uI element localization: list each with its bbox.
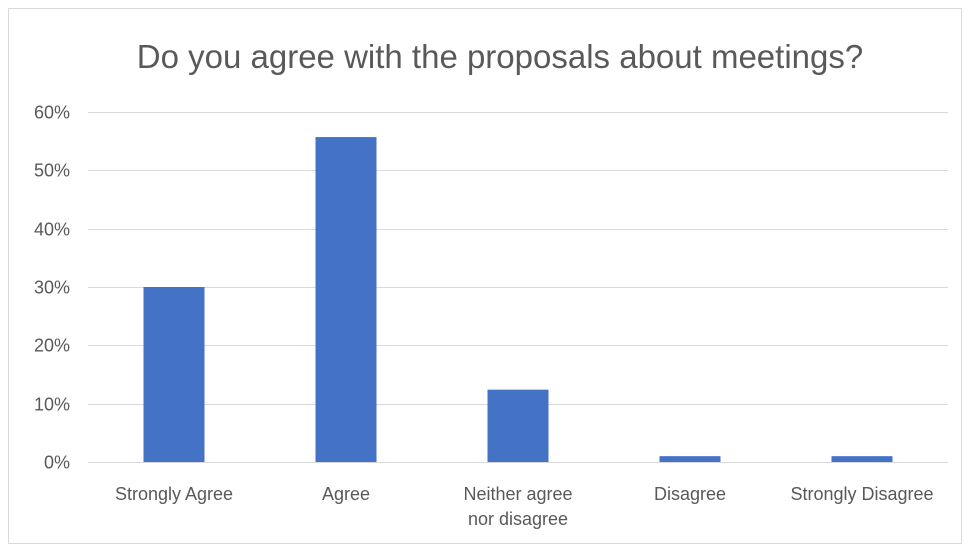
y-tick-label: 50% xyxy=(34,161,70,181)
y-tick-label: 40% xyxy=(34,220,70,240)
y-tick-label: 30% xyxy=(34,278,70,298)
y-tick-label: 10% xyxy=(34,395,70,415)
x-category-label: Disagree xyxy=(654,484,726,504)
chart-title: Do you agree with the proposals about me… xyxy=(137,38,863,75)
y-tick-label: 60% xyxy=(34,103,70,123)
bars xyxy=(143,137,893,463)
bar xyxy=(487,389,549,462)
bar xyxy=(315,137,377,463)
x-category-label: Neither agree xyxy=(463,484,572,504)
x-category-label: Strongly Disagree xyxy=(790,484,933,504)
x-category-label: Strongly Agree xyxy=(115,484,233,504)
bar xyxy=(143,287,205,462)
x-category-label: Agree xyxy=(322,484,370,504)
x-axis-categories: Strongly Agree Agree Neither agree nor disa… xyxy=(115,484,934,529)
bar xyxy=(831,456,893,462)
y-tick-label: 20% xyxy=(34,336,70,356)
y-tick-label: 0% xyxy=(44,453,70,473)
x-category-label: nor disagree xyxy=(468,509,568,529)
y-axis-ticks: 0% 10% 20% 30% 40% 50% 60% xyxy=(34,103,70,473)
gridlines xyxy=(88,112,948,463)
bar xyxy=(659,456,721,462)
